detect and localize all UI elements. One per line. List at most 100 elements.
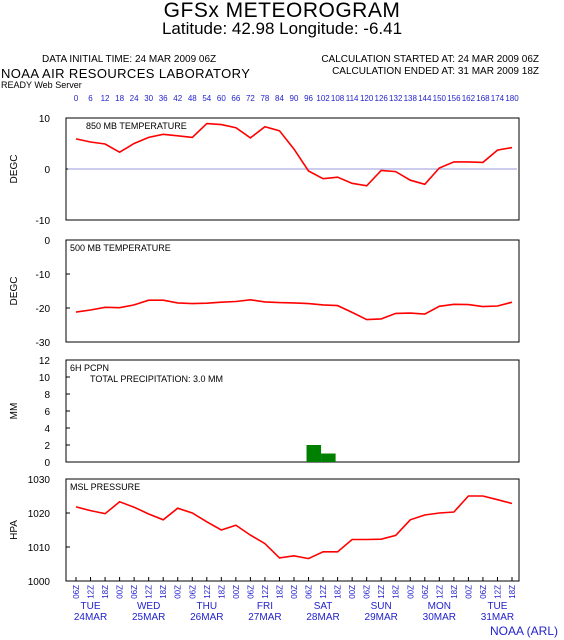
panel-frame — [65, 478, 520, 582]
top-axis-tick-label: 30 — [144, 94, 153, 103]
precip-bar — [321, 453, 336, 462]
x-day-label: TUE — [487, 601, 507, 612]
panel-frame — [65, 239, 520, 343]
series-line — [75, 298, 513, 321]
y-tick-label: -10 — [36, 270, 51, 281]
x-date-label: 29MAR — [365, 612, 398, 623]
top-axis-tick-label: 120 — [360, 94, 374, 103]
x-hour-label: 12Z — [145, 585, 154, 599]
top-axis-tick-label: 78 — [260, 94, 269, 103]
top-axis-tick-label: 150 — [433, 94, 447, 103]
series-line — [75, 122, 513, 187]
y-tick-label: 0 — [44, 236, 50, 247]
top-axis-tick-label: 12 — [101, 94, 110, 103]
y-tick-label: 10 — [39, 373, 51, 384]
data-initial-time: DATA INITIAL TIME: 24 MAR 2009 06Z — [42, 54, 217, 65]
y-axis-label: MM — [9, 403, 20, 420]
top-axis-tick-label: 36 — [159, 94, 168, 103]
server-name: READY Web Server — [1, 80, 82, 90]
x-hour-label: 06Z — [479, 585, 488, 599]
top-axis-tick-label: 18 — [115, 94, 124, 103]
top-axis-tick-label: 48 — [188, 94, 197, 103]
x-date-label: 28MAR — [306, 612, 339, 623]
top-axis-tick-label: 108 — [331, 94, 345, 103]
x-date-label: 24MAR — [74, 612, 107, 623]
panel-title: 500 MB TEMPERATURE — [70, 243, 171, 253]
x-hour-label: 18Z — [275, 585, 284, 599]
top-axis-tick-label: 42 — [173, 94, 182, 103]
x-hour-label: 00Z — [232, 585, 241, 599]
x-hour-label: 12Z — [87, 585, 96, 599]
y-tick-label: 6 — [44, 407, 50, 418]
y-tick-label: 4 — [44, 424, 50, 435]
top-axis-tick-label: 54 — [202, 94, 211, 103]
x-hour-label: 18Z — [392, 585, 401, 599]
lab-name: NOAA AIR RESOURCES LABORATORY — [1, 66, 251, 81]
x-hour-label: 06Z — [130, 585, 139, 599]
top-axis-tick-label: 84 — [275, 94, 284, 103]
top-axis-tick-label: 102 — [316, 94, 330, 103]
x-hour-label: 18Z — [508, 585, 517, 599]
y-tick-label: 0 — [44, 458, 50, 469]
x-day-label: THU — [197, 601, 218, 612]
precip-bar — [306, 445, 322, 462]
y-tick-label: 10 — [39, 114, 51, 125]
x-hour-label: 18Z — [101, 585, 110, 599]
x-day-label: FRI — [257, 601, 273, 612]
x-day-label: TUE — [81, 601, 101, 612]
x-hour-label: 12Z — [435, 585, 444, 599]
top-axis-tick-label: 24 — [130, 94, 139, 103]
x-hour-label: 18Z — [217, 585, 226, 599]
x-hour-label: 00Z — [116, 585, 125, 599]
calculation-ended: CALCULATION ENDED AT: 31 MAR 2009 18Z — [332, 66, 539, 77]
x-hour-label: 06Z — [72, 585, 81, 599]
x-hour-label: 06Z — [363, 585, 372, 599]
top-axis-tick-label: 114 — [346, 94, 359, 103]
top-axis-tick-label: 168 — [476, 94, 490, 103]
x-hour-label: 00Z — [464, 585, 473, 599]
x-hour-label: 00Z — [406, 585, 415, 599]
x-hour-label: 06Z — [421, 585, 430, 599]
panel-title: 850 MB TEMPERATURE — [86, 121, 187, 131]
x-day-label: SAT — [314, 601, 333, 612]
y-tick-label: -30 — [36, 338, 51, 349]
x-hour-label: 12Z — [203, 585, 212, 599]
x-date-label: 26MAR — [190, 612, 223, 623]
y-tick-label: 1000 — [28, 577, 51, 588]
x-hour-label: 06Z — [246, 585, 255, 599]
x-hour-label: 18Z — [334, 585, 343, 599]
y-axis-label: DEGC — [9, 155, 20, 184]
y-tick-label: 1020 — [28, 509, 51, 520]
y-tick-label: 8 — [44, 390, 50, 401]
y-tick-label: 1030 — [28, 475, 51, 486]
top-axis-tick-label: 132 — [389, 94, 403, 103]
top-axis-tick-label: 60 — [217, 94, 226, 103]
y-tick-label: -10 — [36, 216, 51, 227]
panel-title: MSL PRESSURE — [70, 482, 140, 492]
top-axis-tick-label: 66 — [231, 94, 240, 103]
top-axis-tick-label: 174 — [491, 94, 505, 103]
x-date-label: 30MAR — [423, 612, 456, 623]
y-axis-label: HPA — [9, 520, 20, 540]
y-tick-label: 0 — [44, 165, 50, 176]
y-axis-label: DEGC — [9, 277, 20, 306]
x-day-label: WED — [137, 601, 160, 612]
x-hour-label: 18Z — [450, 585, 459, 599]
x-hour-label: 06Z — [305, 585, 314, 599]
location-coordinates: Latitude: 42.98 Longitude: -6.41 — [161, 19, 403, 38]
top-axis-tick-label: 72 — [246, 94, 255, 103]
x-hour-label: 06Z — [188, 585, 197, 599]
x-hour-label: 18Z — [159, 585, 168, 599]
x-hour-label: 00Z — [348, 585, 357, 599]
top-axis-tick-label: 156 — [447, 94, 461, 103]
panel-title: 6H PCPN — [70, 363, 109, 373]
y-tick-label: 2 — [44, 441, 50, 452]
top-axis-tick-label: 126 — [375, 94, 389, 103]
top-axis-tick-label: 0 — [74, 94, 79, 103]
x-hour-label: 00Z — [290, 585, 299, 599]
x-day-label: SUN — [371, 601, 392, 612]
x-date-label: 31MAR — [481, 612, 514, 623]
top-axis-tick-label: 138 — [404, 94, 418, 103]
top-axis-tick-label: 162 — [462, 94, 476, 103]
